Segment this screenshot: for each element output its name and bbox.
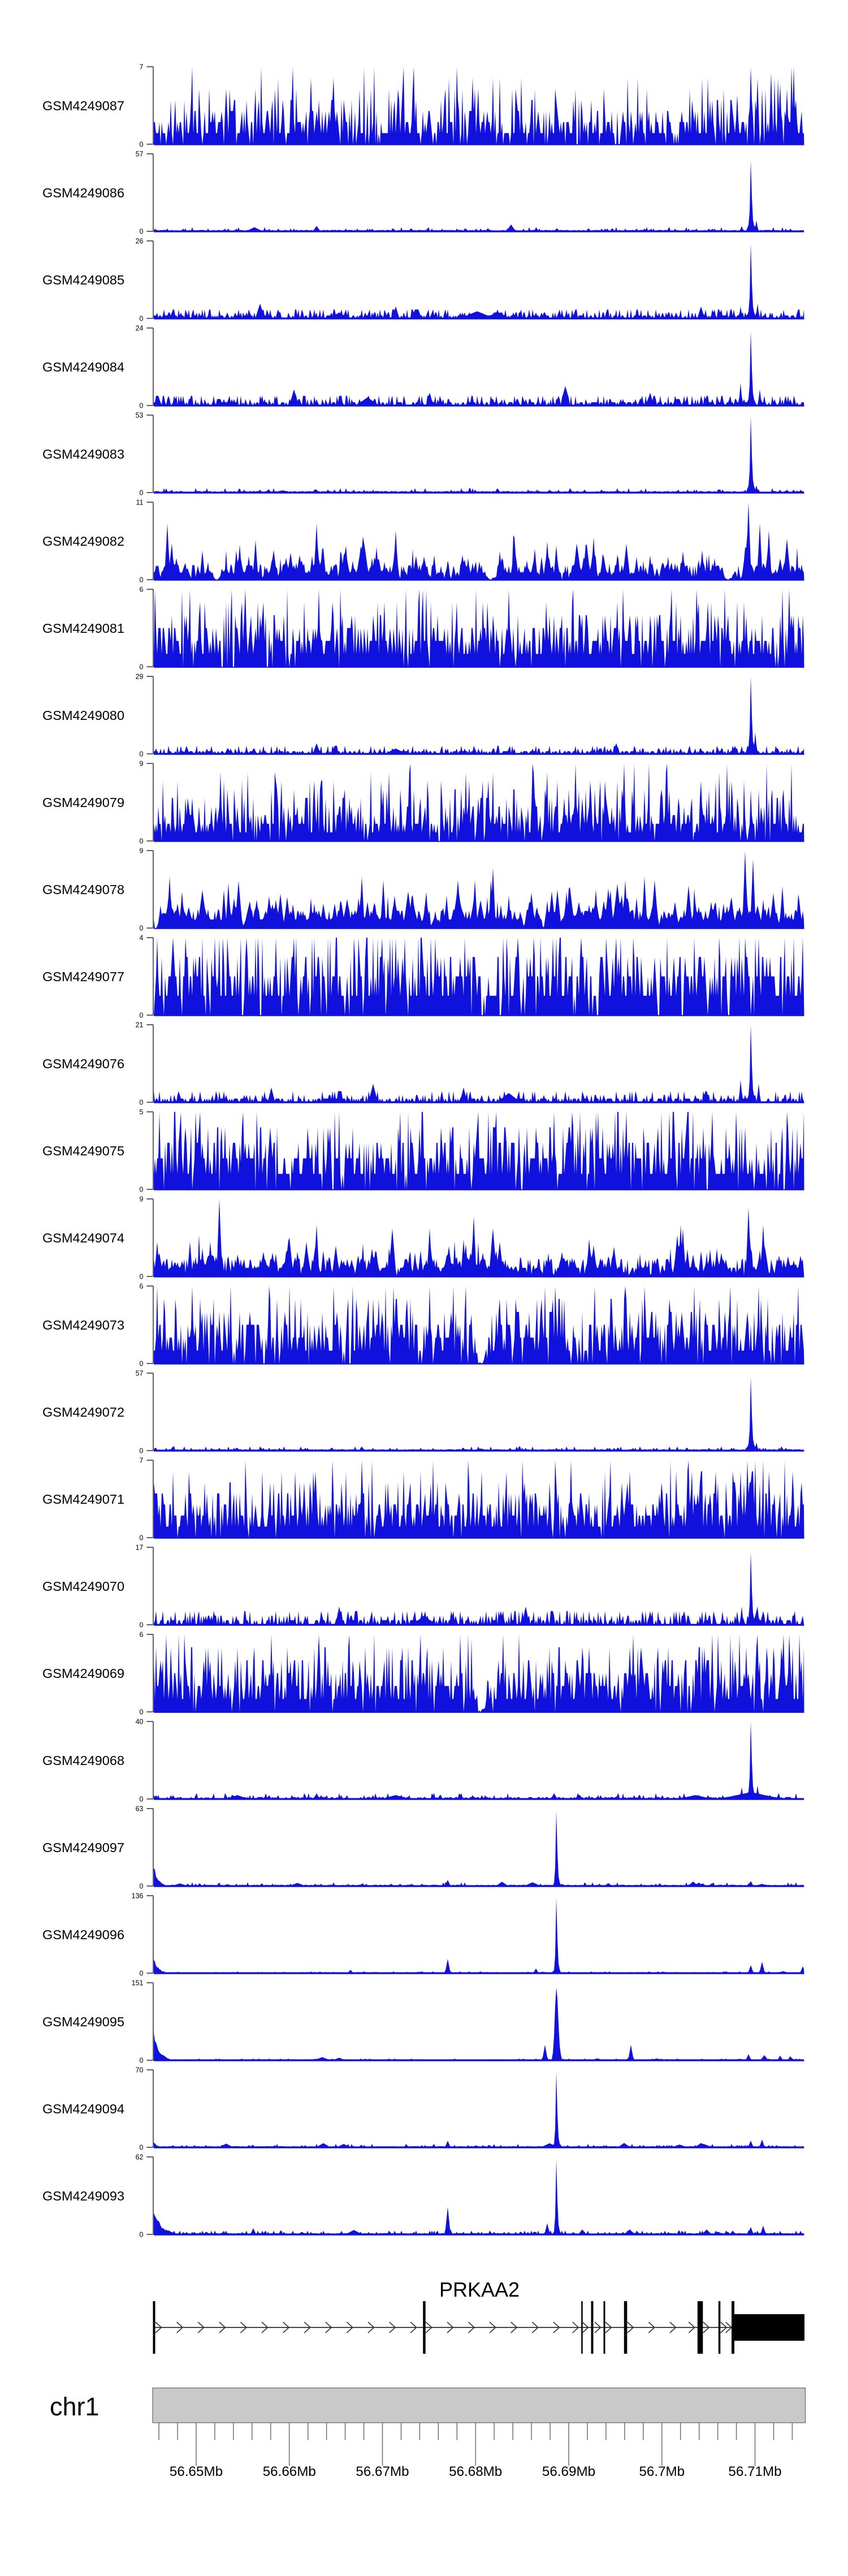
svg-text:GSM4249080: GSM4249080: [42, 708, 124, 723]
svg-text:GSM4249077: GSM4249077: [42, 969, 124, 984]
svg-text:9: 9: [140, 1196, 144, 1203]
svg-text:GSM4249074: GSM4249074: [42, 1231, 124, 1245]
svg-text:6: 6: [140, 1631, 144, 1639]
svg-text:0: 0: [140, 663, 144, 671]
svg-text:PRKAA2: PRKAA2: [439, 2278, 520, 2301]
svg-text:GSM4249097: GSM4249097: [42, 1840, 124, 1855]
svg-text:56.7Mb: 56.7Mb: [639, 2464, 685, 2479]
svg-text:136: 136: [132, 1892, 144, 1900]
svg-text:56.65Mb: 56.65Mb: [170, 2464, 223, 2479]
svg-text:0: 0: [140, 925, 144, 933]
svg-text:62: 62: [136, 2154, 144, 2161]
svg-text:56.69Mb: 56.69Mb: [542, 2464, 595, 2479]
svg-text:GSM4249093: GSM4249093: [42, 2189, 124, 2203]
svg-text:GSM4249085: GSM4249085: [42, 273, 124, 287]
svg-text:GSM4249086: GSM4249086: [42, 185, 124, 200]
svg-text:9: 9: [140, 847, 144, 855]
svg-text:GSM4249087: GSM4249087: [42, 98, 124, 113]
svg-text:56.66Mb: 56.66Mb: [263, 2464, 316, 2479]
svg-text:0: 0: [140, 838, 144, 845]
svg-text:GSM4249073: GSM4249073: [42, 1318, 124, 1332]
svg-text:57: 57: [136, 1370, 144, 1378]
svg-text:GSM4249072: GSM4249072: [42, 1405, 124, 1419]
svg-text:0: 0: [140, 1708, 144, 1716]
svg-text:4: 4: [140, 934, 144, 942]
svg-text:GSM4249069: GSM4249069: [42, 1666, 124, 1681]
svg-text:57: 57: [136, 150, 144, 158]
svg-text:0: 0: [140, 1012, 144, 1020]
svg-text:GSM4249079: GSM4249079: [42, 795, 124, 810]
svg-text:GSM4249071: GSM4249071: [42, 1492, 124, 1507]
svg-text:0: 0: [140, 1447, 144, 1455]
svg-text:0: 0: [140, 2144, 144, 2152]
svg-text:151: 151: [132, 1979, 144, 1987]
svg-text:6: 6: [140, 586, 144, 594]
svg-text:29: 29: [136, 673, 144, 681]
svg-text:GSM4249094: GSM4249094: [42, 2102, 124, 2116]
svg-text:26: 26: [136, 238, 144, 245]
svg-text:63: 63: [136, 1805, 144, 1813]
svg-text:GSM4249096: GSM4249096: [42, 1927, 124, 1942]
svg-text:0: 0: [140, 750, 144, 758]
svg-text:0: 0: [140, 2057, 144, 2065]
svg-text:0: 0: [140, 489, 144, 497]
svg-text:0: 0: [140, 1273, 144, 1281]
svg-text:0: 0: [140, 576, 144, 584]
svg-text:0: 0: [140, 1099, 144, 1107]
svg-text:GSM4249095: GSM4249095: [42, 2014, 124, 2029]
svg-text:5: 5: [140, 1108, 144, 1116]
svg-text:GSM4249076: GSM4249076: [42, 1056, 124, 1071]
svg-text:0: 0: [140, 141, 144, 149]
svg-text:chr1: chr1: [50, 2392, 99, 2421]
svg-text:56.67Mb: 56.67Mb: [356, 2464, 409, 2479]
svg-text:0: 0: [140, 1534, 144, 1542]
svg-text:GSM4249082: GSM4249082: [42, 534, 124, 549]
svg-text:70: 70: [136, 2066, 144, 2074]
svg-text:56.68Mb: 56.68Mb: [449, 2464, 502, 2479]
svg-text:0: 0: [140, 1186, 144, 1194]
svg-text:0: 0: [140, 1621, 144, 1629]
svg-text:GSM4249075: GSM4249075: [42, 1144, 124, 1158]
svg-text:24: 24: [136, 325, 144, 333]
svg-text:GSM4249068: GSM4249068: [42, 1753, 124, 1768]
svg-text:0: 0: [140, 1360, 144, 1368]
svg-text:56.71Mb: 56.71Mb: [728, 2464, 781, 2479]
svg-text:7: 7: [140, 1457, 144, 1465]
svg-text:53: 53: [136, 412, 144, 420]
svg-text:GSM4249081: GSM4249081: [42, 621, 124, 636]
svg-text:GSM4249070: GSM4249070: [42, 1579, 124, 1594]
svg-text:9: 9: [140, 760, 144, 768]
svg-text:6: 6: [140, 1283, 144, 1291]
svg-text:0: 0: [140, 228, 144, 236]
svg-text:0: 0: [140, 1883, 144, 1891]
svg-text:0: 0: [140, 2231, 144, 2239]
svg-text:0: 0: [140, 1970, 144, 1978]
svg-text:21: 21: [136, 1021, 144, 1029]
svg-text:GSM4249083: GSM4249083: [42, 447, 124, 461]
svg-text:40: 40: [136, 1718, 144, 1726]
svg-text:0: 0: [140, 402, 144, 410]
svg-text:GSM4249084: GSM4249084: [42, 360, 124, 374]
svg-text:0: 0: [140, 1796, 144, 1803]
svg-text:7: 7: [140, 63, 144, 71]
svg-text:11: 11: [136, 499, 144, 507]
svg-text:17: 17: [136, 1544, 144, 1552]
svg-text:0: 0: [140, 315, 144, 323]
svg-text:GSM4249078: GSM4249078: [42, 882, 124, 897]
